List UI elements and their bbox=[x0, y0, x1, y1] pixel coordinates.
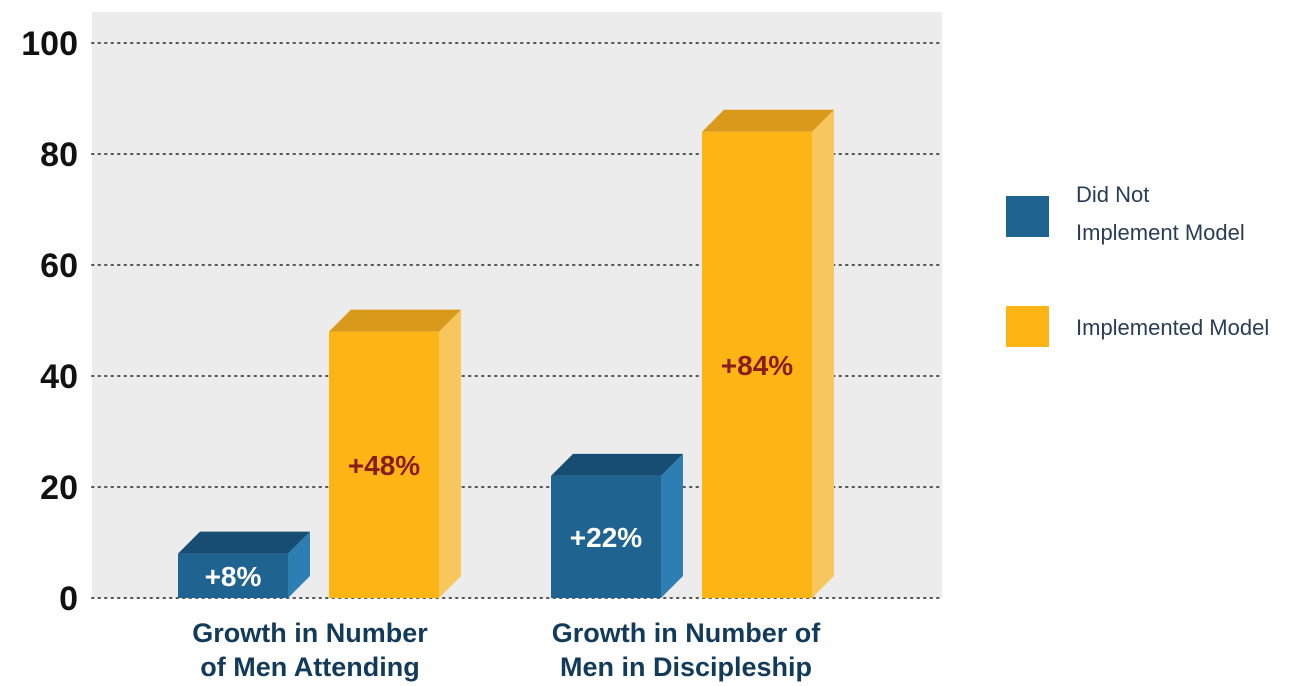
legend-swatch bbox=[1006, 196, 1049, 237]
y-tick-label: 0 bbox=[59, 580, 78, 618]
legend-label: Implemented Model bbox=[1076, 315, 1269, 340]
bar-data-label: +22% bbox=[570, 522, 642, 553]
legend: Did Not Implement Model Implemented Model bbox=[1006, 182, 1269, 347]
bar-front bbox=[329, 331, 439, 598]
y-tick-label: 100 bbox=[21, 25, 78, 63]
bar-data-label: +8% bbox=[205, 561, 262, 592]
y-tick-label: 60 bbox=[40, 247, 78, 285]
bar-side bbox=[812, 109, 834, 599]
bar-top bbox=[178, 531, 310, 554]
bar-side bbox=[439, 309, 461, 598]
x-category-label: Men in Discipleship bbox=[560, 652, 812, 682]
bar-front bbox=[178, 553, 288, 598]
bar-front bbox=[551, 475, 661, 598]
y-tick-label: 20 bbox=[40, 469, 78, 507]
bar-top bbox=[551, 453, 683, 476]
legend-swatch bbox=[1006, 306, 1049, 347]
x-category-label: of Men Attending bbox=[200, 652, 419, 682]
bar-front bbox=[702, 131, 812, 599]
bar-top bbox=[702, 109, 834, 132]
legend-label: Implement Model bbox=[1076, 220, 1245, 245]
x-axis: Growth in Number of Men Attending Growth i… bbox=[192, 618, 821, 682]
bar-data-label: +48% bbox=[348, 450, 420, 481]
bar-side bbox=[661, 453, 683, 598]
bar bbox=[551, 453, 683, 598]
bar-data-label: +84% bbox=[721, 350, 793, 381]
x-category-label: Growth in Number of bbox=[552, 618, 821, 648]
bar-side bbox=[288, 531, 310, 598]
legend-label: Did Not bbox=[1076, 182, 1149, 207]
x-category-label: Growth in Number bbox=[192, 618, 428, 648]
y-tick-label: 80 bbox=[40, 136, 78, 174]
bars: +8% +22% +48% +84% bbox=[178, 109, 834, 599]
y-tick-label: 40 bbox=[40, 358, 78, 396]
bar-top bbox=[329, 309, 461, 332]
bar bbox=[329, 309, 461, 598]
bar bbox=[702, 109, 834, 599]
bar bbox=[178, 531, 310, 598]
y-axis: 0 20 40 60 80 100 bbox=[21, 25, 78, 618]
